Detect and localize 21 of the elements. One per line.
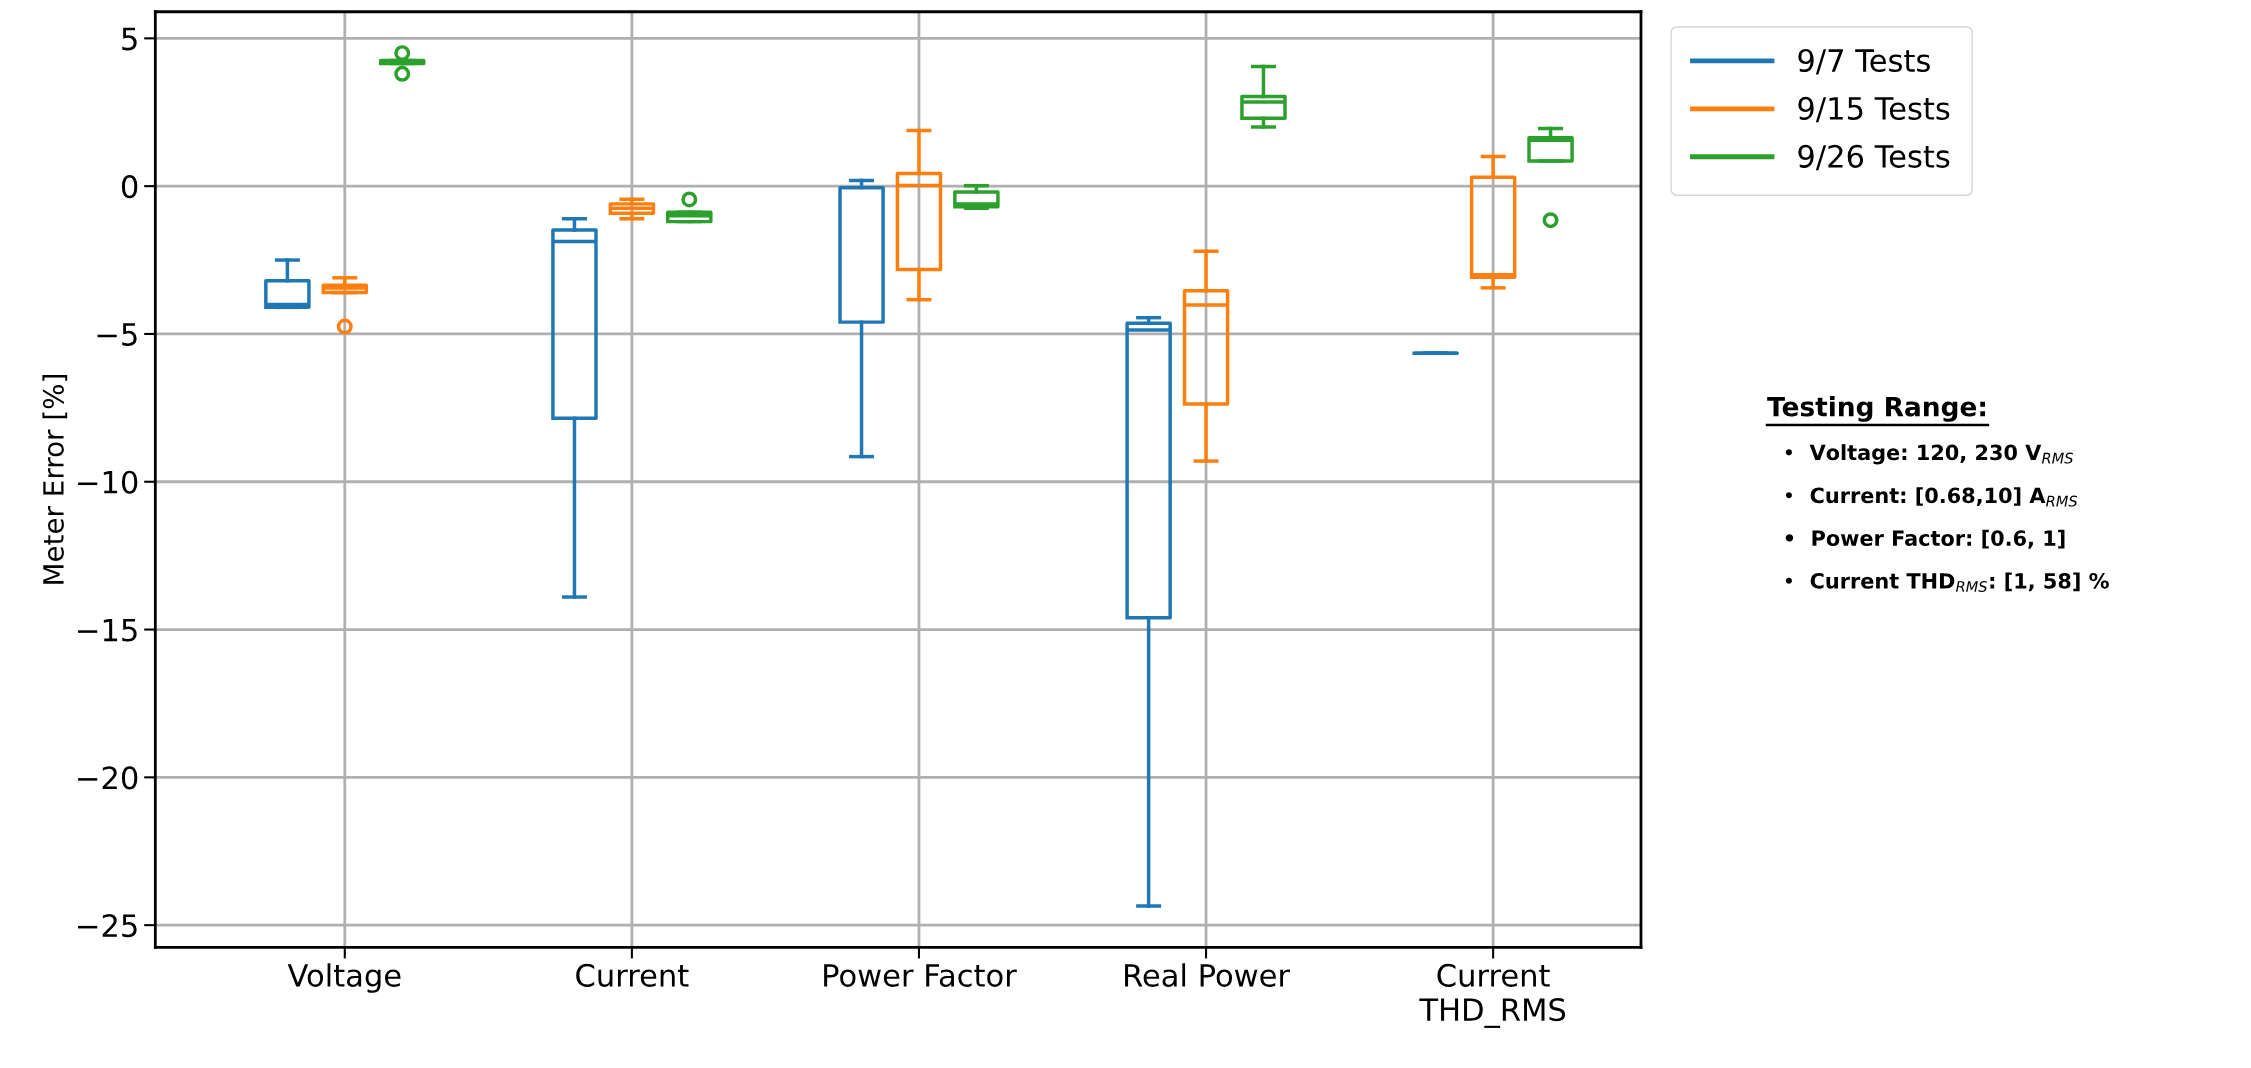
y-tick-label: −20 (78, 766, 138, 790)
legend-label: 9/26 Tests (1798, 144, 1950, 171)
legend-label: 9/7 Tests (1798, 48, 1930, 75)
x-tick-label: Real Power (1125, 963, 1291, 987)
text: • Power Factor: [0.6, 1] (1785, 529, 2065, 549)
y-axis-title: Meter Error [%] (42, 374, 68, 584)
y-tick-label: −25 (78, 914, 137, 938)
x-tick-label: Current (576, 963, 689, 987)
text: • Current: [0.68,10] A$_{RMS}$ (1785, 487, 2078, 507)
text: Testing Range: (1767, 396, 1985, 422)
y-tick-label: −15 (78, 618, 137, 642)
y-tick-label: −10 (78, 470, 138, 494)
text: • Voltage: 120, 230 V$_{RMS}$ (1785, 444, 2074, 465)
legend-label: 9/15 Tests (1798, 96, 1950, 123)
x-tick-label: Current THD_RMS (1419, 963, 1566, 1028)
y-tick-label: −5 (97, 323, 137, 346)
text: • Current THD$_{RMS}$: [1, 58] % (1785, 572, 2109, 593)
x-tick-label: Voltage (287, 963, 401, 993)
y-tick-label: 5 (122, 27, 137, 51)
y-tick-label: 0 (121, 175, 138, 199)
x-tick-label: Power Factor (824, 964, 1017, 987)
